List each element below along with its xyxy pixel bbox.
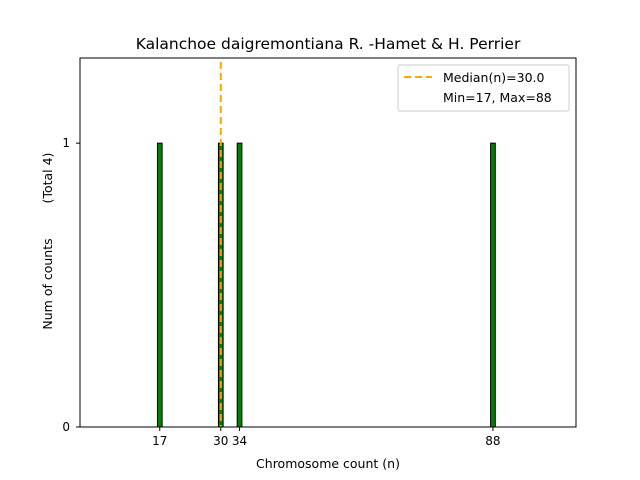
bar xyxy=(236,142,243,428)
chart-title: Kalanchoe daigremontiana R. -Hamet & H. … xyxy=(136,35,521,53)
x-tick-label: 17 xyxy=(152,434,167,448)
y-tick-label: 1 xyxy=(62,136,70,150)
x-axis-label: Chromosome count (n) xyxy=(256,456,400,471)
bar xyxy=(156,142,163,428)
x-tick-label: 34 xyxy=(232,434,247,448)
legend: Median(n)=30.0 Min=17, Max=88 xyxy=(397,64,570,112)
legend-minmax-label: Min=17, Max=88 xyxy=(443,90,552,105)
x-tick-label: 88 xyxy=(485,434,500,448)
y-tick-label: 0 xyxy=(62,420,70,434)
axes-frame xyxy=(79,57,577,428)
y-axis-label: Num of counts xyxy=(40,238,55,329)
legend-median-label: Median(n)=30.0 xyxy=(443,70,544,85)
legend-box xyxy=(397,64,570,112)
y-axis-total-label: (Total 4) xyxy=(40,153,55,204)
plot-area: 17 30 34 88 0 1 xyxy=(62,62,512,448)
bar xyxy=(490,142,496,428)
x-tick-label: 30 xyxy=(213,434,228,448)
